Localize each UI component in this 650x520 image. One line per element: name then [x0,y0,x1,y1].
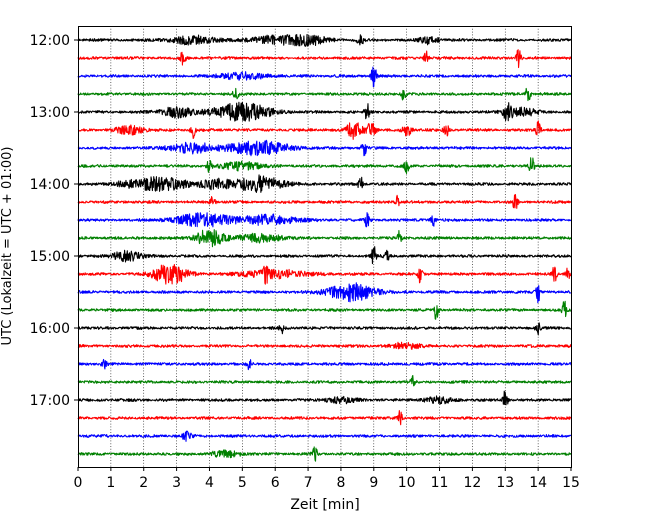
trace-1345 [77,157,572,175]
trace-1530 [77,282,572,304]
x-tick-label: 11 [431,475,449,491]
y-axis: 12:00 13:00 14:00 15:00 16:00 17:00 [30,33,78,409]
y-axis-title: UTC (Lokalzeit = UTC + 01:00) [0,147,15,346]
plot-frame [78,26,572,468]
trace-1730 [77,430,572,442]
trace-1230 [77,66,572,88]
x-tick-label: 5 [238,475,247,491]
y-tick-label: 17:00 [30,393,70,409]
x-tick-label: 14 [529,475,547,491]
trace-1215 [77,49,572,69]
trace-1245 [77,87,572,102]
trace-1330 [77,139,572,157]
trace-1400 [77,174,572,193]
y-tick-label: 16:00 [30,321,70,337]
x-axis: 0 1 2 3 4 5 6 7 8 9 10 11 12 13 14 15 [74,467,580,491]
y-tick-label: 12:00 [30,33,70,49]
x-tick-label: 4 [205,475,214,491]
trace-1615 [77,341,572,350]
trace-1315 [77,120,572,140]
trace-1300 [77,101,572,122]
trace-1515 [77,263,572,285]
x-axis-title: Zeit [min] [290,497,359,513]
x-tick-label: 3 [172,475,181,491]
trace-1500 [77,246,572,265]
y-tick-label: 13:00 [30,105,70,121]
trace-1545 [77,300,572,320]
x-tick-label: 10 [398,475,416,491]
trace-1415 [77,194,572,209]
x-tick-label: 2 [139,475,148,491]
x-tick-label: 7 [304,475,313,491]
x-tick-label: 12 [463,475,481,491]
x-tick-label: 1 [106,475,115,491]
x-tick-label: 15 [562,475,580,491]
trace-1430 [77,212,572,228]
y-tick-label: 15:00 [30,249,70,265]
x-tick-label: 8 [336,475,345,491]
trace-1630 [77,358,572,371]
trace-1200 [77,33,572,47]
trace-1600 [77,322,572,336]
x-tick-label: 6 [271,475,280,491]
trace-1445 [77,229,572,248]
x-tick-label: 9 [369,475,378,491]
y-tick-label: 14:00 [30,177,70,193]
trace-1715 [77,410,572,426]
trace-1645 [77,374,572,387]
x-tick-label: 0 [74,475,83,491]
trace-1745 [77,446,572,462]
trace-group [77,33,572,462]
trace-1700 [77,390,572,406]
x-tick-label: 13 [496,475,514,491]
